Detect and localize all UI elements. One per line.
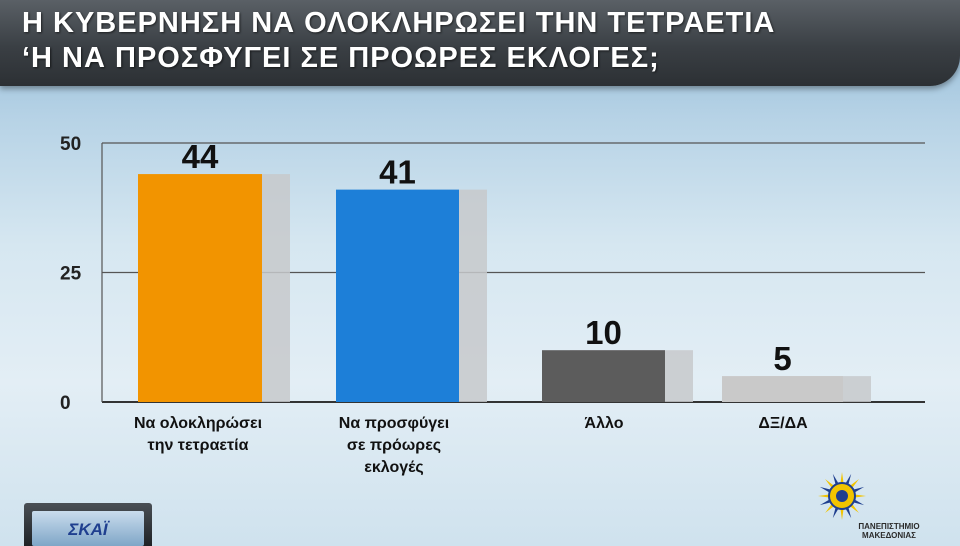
category-label-1-line-1: σε πρόωρες	[347, 437, 441, 454]
category-label-0: Να ολοκληρώσει την τετραετία	[134, 415, 262, 454]
bar-3	[722, 376, 843, 402]
category-label-0-line-0: Να ολοκληρώσει	[134, 415, 262, 432]
y-tick-label-0: 0	[60, 393, 71, 414]
y-tick-label-50: 50	[60, 134, 81, 155]
data-label-0: 44	[182, 138, 219, 175]
category-label-1: Να προσφύγει σε πρόωρες εκλογές	[339, 415, 449, 476]
title-banner: Η ΚΥΒΕΡΝΗΣΗ ΝΑ ΟΛΟΚΛΗΡΩΣΕΙ ΤΗΝ ΤΕΤΡΑΕΤΙΑ…	[0, 0, 960, 86]
category-label-1-line-2: εκλογές	[364, 459, 423, 476]
university-seal-icon	[818, 472, 866, 520]
category-label-2-line-0: Άλλο	[585, 415, 624, 432]
chart-title-line-1: Η ΚΥΒΕΡΝΗΣΗ ΝΑ ΟΛΟΚΛΗΡΩΣΕΙ ΤΗΝ ΤΕΤΡΑΕΤΙΑ	[22, 7, 776, 39]
skai-logo-text: ΣΚΑΪ	[68, 520, 108, 539]
data-label-2: 10	[585, 314, 622, 351]
bar-2	[542, 350, 665, 402]
bar-1	[336, 189, 459, 402]
y-tick-label-25: 25	[60, 264, 82, 285]
category-label-1-line-0: Να προσφύγει	[339, 415, 449, 432]
chart-title-line-2: ‘Η ΝΑ ΠΡΟΣΦΥΓΕΙ ΣΕ ΠΡΟΩΡΕΣ ΕΚΛΟΓΕΣ;	[22, 42, 660, 74]
category-label-3: ΔΞ/ΔΑ	[758, 415, 808, 432]
data-label-3: 5	[773, 340, 791, 377]
university-name-line-2: ΜΑΚΕΔΟΝΙΑΣ	[862, 531, 916, 540]
category-label-3-line-0: ΔΞ/ΔΑ	[758, 415, 808, 432]
bar-0	[138, 174, 262, 402]
skai-logo: ΣΚΑΪ	[24, 503, 152, 546]
category-label-0-line-1: την τετραετία	[148, 437, 249, 454]
university-name-line-1: ΠΑΝΕΠΙΣΤΗΜΙΟ	[858, 522, 920, 531]
university-logo: ΠΑΝΕΠΙΣΤΗΜΙΟ ΜΑΚΕΔΟΝΙΑΣ	[806, 470, 936, 544]
category-label-2: Άλλο	[585, 415, 624, 432]
data-label-1: 41	[379, 154, 416, 191]
